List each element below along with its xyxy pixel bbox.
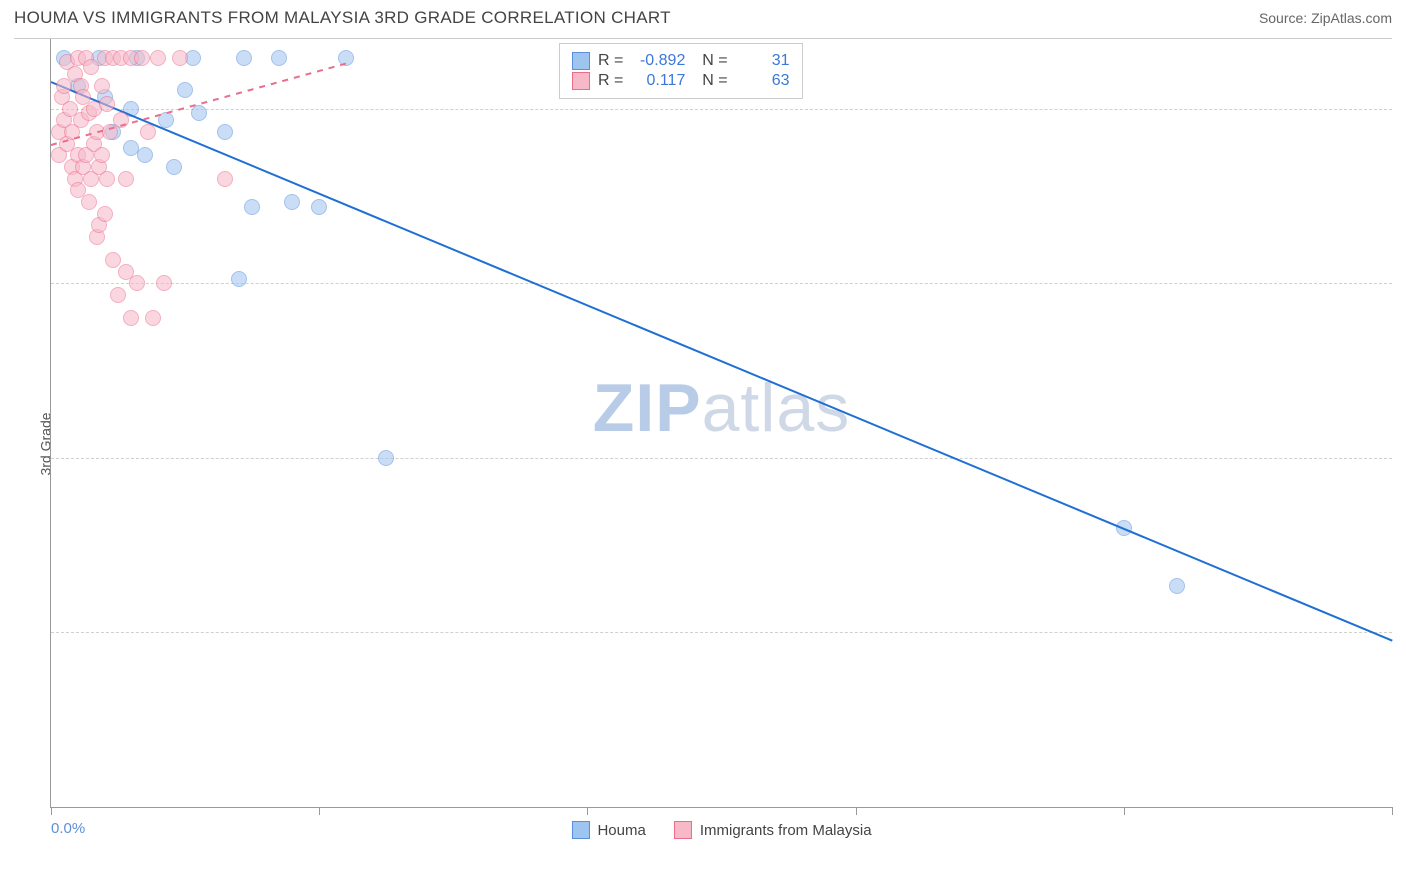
data-point [110,287,126,303]
data-point [156,275,172,291]
plot-area: ZIPatlas R = -0.892 N = 31 R = 0.117 N =… [50,39,1392,808]
chart-source: Source: ZipAtlas.com [1259,10,1392,26]
n-value-houma: 31 [736,52,790,70]
data-point [105,252,121,268]
data-point [311,199,327,215]
data-point [137,147,153,163]
data-point [118,171,134,187]
gridline [51,458,1392,459]
data-point [236,50,252,66]
n-label: N = [693,72,727,90]
data-point [140,124,156,140]
watermark-rest: atlas [702,370,851,446]
legend-item-houma: Houma [571,821,645,839]
chart-header: HOUMA VS IMMIGRANTS FROM MALAYSIA 3RD GR… [0,0,1406,32]
data-point [145,310,161,326]
gridline [51,632,1392,633]
legend-stats-row-houma: R = -0.892 N = 31 [572,52,790,70]
xtick-label-left: 0.0% [51,820,85,837]
data-point [177,82,193,98]
gridline [51,283,1392,284]
ytick-label: 100.0% [1402,100,1406,117]
n-value-malaysia: 63 [736,72,790,90]
ytick-label: 85.0% [1402,449,1406,466]
legend-stats-row-malaysia: R = 0.117 N = 63 [572,72,790,90]
chart-container: 3rd Grade ZIPatlas R = -0.892 N = 31 R =… [14,38,1392,848]
n-label: N = [693,52,727,70]
r-label: R = [598,72,623,90]
xtick [1124,807,1125,815]
data-point [134,50,150,66]
data-point [97,206,113,222]
data-point [166,159,182,175]
swatch-malaysia [674,821,692,839]
watermark: ZIPatlas [593,369,850,447]
chart-title: HOUMA VS IMMIGRANTS FROM MALAYSIA 3RD GR… [14,8,671,28]
xtick [1392,807,1393,815]
xtick [319,807,320,815]
data-point [150,50,166,66]
swatch-houma [571,821,589,839]
data-point [378,450,394,466]
data-point [284,194,300,210]
ytick-label: 92.5% [1402,275,1406,292]
xtick [587,807,588,815]
data-point [129,275,145,291]
data-point [123,310,139,326]
data-point [172,50,188,66]
legend-label-malaysia: Immigrants from Malaysia [700,822,872,839]
legend-stats-box: R = -0.892 N = 31 R = 0.117 N = 63 [559,43,803,99]
legend-bottom: Houma Immigrants from Malaysia [571,821,871,839]
data-point [99,96,115,112]
data-point [81,194,97,210]
r-value-houma: -0.892 [631,52,685,70]
gridline [51,109,1392,110]
data-point [94,147,110,163]
trend-line [51,81,1393,641]
ytick-label: 77.5% [1402,624,1406,641]
data-point [1169,578,1185,594]
data-point [217,171,233,187]
r-value-malaysia: 0.117 [631,72,685,90]
swatch-houma [572,52,590,70]
xtick [856,807,857,815]
data-point [94,78,110,94]
data-point [244,199,260,215]
legend-item-malaysia: Immigrants from Malaysia [674,821,872,839]
xtick [51,807,52,815]
data-point [231,271,247,287]
data-point [191,105,207,121]
legend-label-houma: Houma [597,822,645,839]
watermark-bold: ZIP [593,370,702,446]
swatch-malaysia [572,72,590,90]
r-label: R = [598,52,623,70]
data-point [217,124,233,140]
data-point [271,50,287,66]
data-point [99,171,115,187]
